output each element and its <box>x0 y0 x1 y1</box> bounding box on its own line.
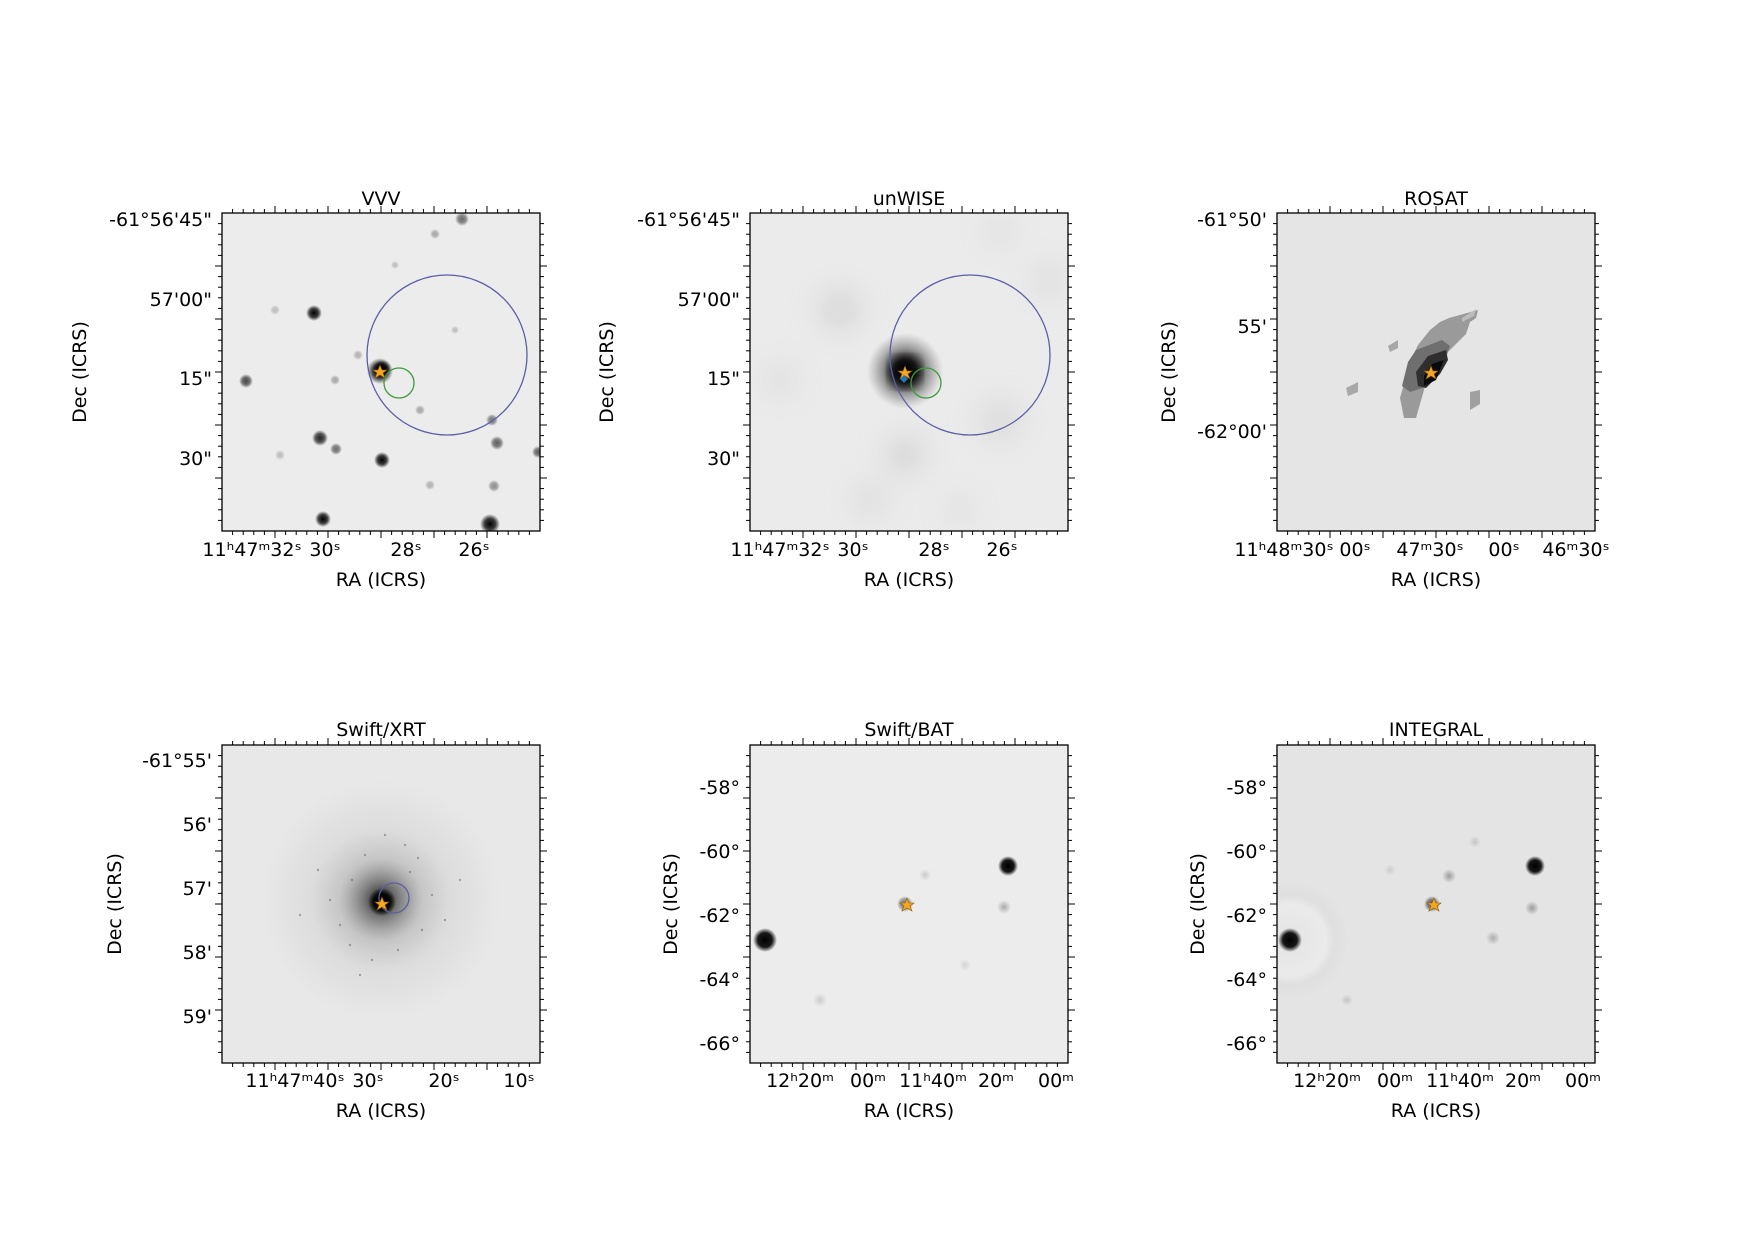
x-axis-label-swift-bat: RA (ICRS) <box>864 1100 954 1122</box>
x-tick-label-swift-bat-2: 00ᵐ <box>850 1070 886 1092</box>
x-tick-label-unwise-4: 26ˢ <box>986 539 1017 561</box>
y-tick-label-swift-bat-2: -60° <box>699 841 740 863</box>
x-tick-label-swift-xrt-4: 10ˢ <box>503 1070 534 1092</box>
y-tick-label-unwise-4: 30" <box>707 448 740 470</box>
y-axis-label-unwise: Dec (ICRS) <box>596 321 618 423</box>
x-tick-label-rosat-4: 00ˢ <box>1488 539 1519 561</box>
image-rosat <box>1277 213 1595 531</box>
y-axis-label-swift-xrt: Dec (ICRS) <box>104 853 126 955</box>
x-tick-label-unwise-2: 30ˢ <box>837 539 868 561</box>
y-tick-label-swift-bat-1: -58° <box>699 777 740 799</box>
y-tick-label-vvv-4: 30" <box>179 448 212 470</box>
tick-marks-integral <box>1270 738 1602 1070</box>
panel-rosat: ROSAT -61°50' 55' -62°00' 11ʰ48ᵐ30ˢ 00ˢ … <box>1158 188 1610 591</box>
y-tick-label-integral-5: -66° <box>1226 1033 1267 1055</box>
image-swift-xrt <box>222 745 540 1063</box>
y-axis-label-integral: Dec (ICRS) <box>1187 853 1209 955</box>
x-tick-label-swift-bat-5: 00ᵐ <box>1038 1070 1074 1092</box>
x-tick-label-unwise-3: 28ˢ <box>918 539 949 561</box>
y-tick-label-swift-xrt-4: 58' <box>183 942 212 964</box>
image-integral <box>1277 745 1595 1063</box>
tick-marks-rosat <box>1270 206 1602 538</box>
x-axis-label-swift-xrt: RA (ICRS) <box>336 1100 426 1122</box>
y-tick-label-swift-bat-4: -64° <box>699 969 740 991</box>
x-tick-label-integral-3: 11ʰ40ᵐ <box>1426 1070 1494 1092</box>
panel-title-integral: INTEGRAL <box>1389 719 1484 741</box>
y-tick-label-rosat-1: -61°50' <box>1197 209 1267 231</box>
y-tick-label-integral-1: -58° <box>1226 777 1267 799</box>
x-tick-label-swift-xrt-3: 20ˢ <box>428 1070 459 1092</box>
y-tick-label-swift-bat-5: -66° <box>699 1033 740 1055</box>
y-tick-label-unwise-2: 57'00" <box>678 289 740 311</box>
panel-unwise: unWISE -61°56'45" 57'00" 15" 30" 11ʰ47ᵐ3… <box>596 188 1075 591</box>
x-tick-label-rosat-2: 00ˢ <box>1339 539 1370 561</box>
x-tick-label-vvv-4: 26ˢ <box>458 539 489 561</box>
y-axis-label-rosat: Dec (ICRS) <box>1158 321 1180 423</box>
x-axis-label-rosat: RA (ICRS) <box>1391 569 1481 591</box>
x-tick-label-swift-bat-3: 11ʰ40ᵐ <box>899 1070 967 1092</box>
panel-title-swift-xrt: Swift/XRT <box>336 719 426 741</box>
y-tick-label-swift-xrt-1: -61°55' <box>142 750 212 772</box>
x-axis-label-vvv: RA (ICRS) <box>336 569 426 591</box>
y-tick-label-integral-4: -64° <box>1226 969 1267 991</box>
x-tick-label-swift-xrt-2: 30ˢ <box>352 1070 383 1092</box>
x-axis-label-integral: RA (ICRS) <box>1391 1100 1481 1122</box>
y-tick-label-unwise-1: -61°56'45" <box>637 209 740 231</box>
x-tick-label-swift-bat-4: 20ᵐ <box>978 1070 1014 1092</box>
panel-title-swift-bat: Swift/BAT <box>864 719 954 741</box>
x-tick-label-vvv-2: 30ˢ <box>309 539 340 561</box>
x-tick-label-integral-4: 20ᵐ <box>1505 1070 1541 1092</box>
tick-marks-swift-bat <box>743 738 1075 1070</box>
x-tick-label-rosat-1: 11ʰ48ᵐ30ˢ <box>1234 539 1333 561</box>
x-tick-label-integral-2: 00ᵐ <box>1377 1070 1413 1092</box>
tick-marks-swift-xrt <box>215 738 547 1070</box>
y-axis-label-vvv: Dec (ICRS) <box>69 321 91 423</box>
x-tick-label-integral-1: 12ʰ20ᵐ <box>1293 1070 1361 1092</box>
panel-title-vvv: VVV <box>362 188 401 210</box>
x-tick-label-rosat-3: 47ᵐ30ˢ <box>1396 539 1463 561</box>
image-unwise <box>750 213 1068 531</box>
y-tick-label-vvv-1: -61°56'45" <box>109 209 212 231</box>
panel-swift-bat: Swift/BAT -58° -60° -62° -64° -66° 12ʰ20… <box>660 719 1075 1122</box>
y-tick-label-vvv-3: 15" <box>179 368 212 390</box>
y-tick-label-rosat-3: -62°00' <box>1197 421 1267 443</box>
tick-marks-unwise <box>743 206 1075 538</box>
panel-swift-xrt: Swift/XRT -61°55' 56' 57' 58' 59' 11ʰ47ᵐ… <box>104 719 547 1122</box>
y-tick-label-integral-2: -60° <box>1226 841 1267 863</box>
x-tick-label-swift-bat-1: 12ʰ20ᵐ <box>766 1070 834 1092</box>
y-tick-label-swift-xrt-5: 59' <box>183 1006 212 1028</box>
y-axis-label-swift-bat: Dec (ICRS) <box>660 853 682 955</box>
panel-title-unwise: unWISE <box>873 188 946 210</box>
y-tick-label-swift-bat-3: -62° <box>699 905 740 927</box>
image-swift-bat <box>750 745 1068 1063</box>
x-tick-label-swift-xrt-1: 11ʰ47ᵐ40ˢ <box>245 1070 344 1092</box>
y-tick-label-swift-xrt-3: 57' <box>183 878 212 900</box>
panel-title-rosat: ROSAT <box>1404 188 1468 210</box>
y-tick-label-vvv-2: 57'00" <box>150 289 212 311</box>
x-tick-label-integral-5: 00ᵐ <box>1565 1070 1601 1092</box>
x-tick-label-unwise-1: 11ʰ47ᵐ32ˢ <box>730 539 829 561</box>
x-axis-label-unwise: RA (ICRS) <box>864 569 954 591</box>
y-tick-label-integral-3: -62° <box>1226 905 1267 927</box>
panel-vvv: VVV -61°56'45" 57'00" 15" 30" 11ʰ47ᵐ32ˢ … <box>69 188 547 591</box>
y-tick-label-unwise-3: 15" <box>707 368 740 390</box>
x-tick-label-rosat-5: 46ᵐ30ˢ <box>1542 539 1609 561</box>
x-tick-label-vvv-1: 11ʰ47ᵐ32ˢ <box>202 539 301 561</box>
tick-marks-vvv <box>215 206 547 538</box>
y-tick-label-swift-xrt-2: 56' <box>183 814 212 836</box>
y-tick-label-rosat-2: 55' <box>1238 316 1267 338</box>
x-tick-label-vvv-3: 28ˢ <box>390 539 421 561</box>
image-vvv <box>222 213 540 531</box>
panel-integral: INTEGRAL -58° -60° -62° -64° -66° 12ʰ20ᵐ… <box>1187 719 1602 1122</box>
xrt-photon-scatter <box>298 833 462 977</box>
